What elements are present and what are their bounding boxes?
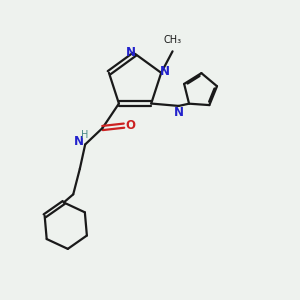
Text: N: N bbox=[126, 46, 136, 59]
Text: H: H bbox=[81, 130, 88, 140]
Text: N: N bbox=[160, 65, 170, 78]
Text: N: N bbox=[174, 106, 184, 119]
Text: O: O bbox=[126, 119, 136, 132]
Text: N: N bbox=[74, 135, 84, 148]
Text: CH₃: CH₃ bbox=[164, 35, 181, 45]
